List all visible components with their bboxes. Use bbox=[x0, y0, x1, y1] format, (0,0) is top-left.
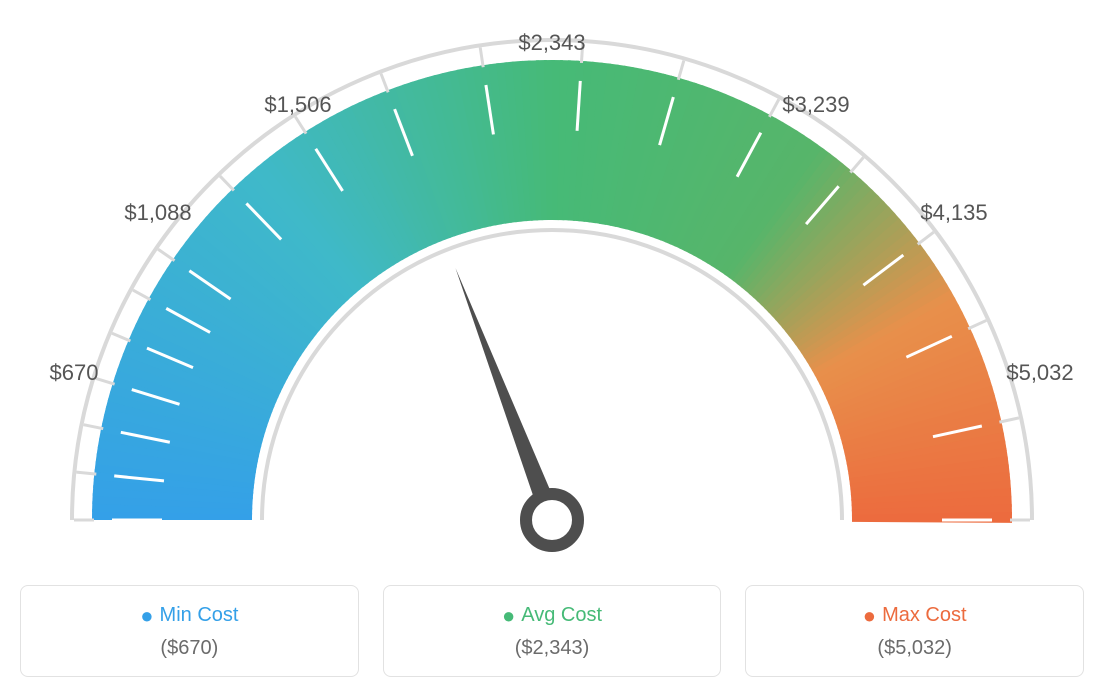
gauge-tick-label: $1,506 bbox=[264, 92, 331, 117]
legend-min-label: Min Cost bbox=[160, 604, 239, 626]
dot-icon: ● bbox=[140, 603, 153, 628]
legend-min-value: ($670) bbox=[31, 637, 348, 660]
gauge-tick-outer bbox=[918, 232, 934, 244]
legend-avg-label: Avg Cost bbox=[521, 604, 602, 626]
gauge-tick-outer bbox=[769, 99, 778, 117]
gauge-tick-label: $4,135 bbox=[920, 200, 987, 225]
gauge-tick-outer bbox=[158, 249, 174, 260]
gauge-tick-outer bbox=[295, 117, 306, 134]
legend-title-min: ● Min Cost bbox=[31, 604, 348, 627]
gauge-needle bbox=[455, 268, 561, 524]
gauge-tick-outer bbox=[381, 74, 388, 93]
gauge-tick-label: $3,239 bbox=[782, 92, 849, 117]
gauge-tick-label: $5,032 bbox=[1006, 360, 1073, 385]
legend-max-value: ($5,032) bbox=[756, 637, 1073, 660]
gauge-tick-outer bbox=[678, 61, 684, 80]
gauge-tick-outer bbox=[133, 290, 151, 300]
gauge-tick-outer bbox=[220, 176, 234, 190]
dot-icon: ● bbox=[863, 603, 876, 628]
legend-max-label: Max Cost bbox=[882, 604, 966, 626]
legend-card-min: ● Min Cost ($670) bbox=[20, 585, 359, 677]
gauge-arc bbox=[92, 60, 1012, 523]
legend-card-avg: ● Avg Cost ($2,343) bbox=[383, 585, 722, 677]
cost-gauge-chart: $670 $1,088 $1,506 $2,343 $3,239 $4,135 $5,032 bbox=[20, 20, 1084, 565]
gauge-svg: $670 $1,088 $1,506 $2,343 $3,239 $4,135 $5,032 bbox=[20, 20, 1084, 560]
legend-title-avg: ● Avg Cost bbox=[394, 604, 711, 627]
legend-avg-value: ($2,343) bbox=[394, 637, 711, 660]
gauge-tick-outer bbox=[850, 157, 863, 172]
legend-card-max: ● Max Cost ($5,032) bbox=[745, 585, 1084, 677]
dot-icon: ● bbox=[502, 603, 515, 628]
gauge-tick-outer bbox=[999, 418, 1019, 422]
gauge-tick-label: $670 bbox=[50, 360, 99, 385]
gauge-tick-outer bbox=[968, 320, 986, 328]
legend-row: ● Min Cost ($670) ● Avg Cost ($2,343) ● Max… bbox=[20, 585, 1084, 677]
gauge-tick-label: $2,343 bbox=[518, 30, 585, 55]
gauge-needle-hub bbox=[526, 494, 578, 546]
gauge-tick-outer bbox=[112, 333, 130, 341]
legend-title-max: ● Max Cost bbox=[756, 604, 1073, 627]
gauge-tick-outer bbox=[76, 472, 96, 474]
gauge-tick-outer bbox=[480, 47, 483, 67]
gauge-tick-label: $1,088 bbox=[124, 200, 191, 225]
gauge-tick-outer bbox=[84, 425, 104, 429]
